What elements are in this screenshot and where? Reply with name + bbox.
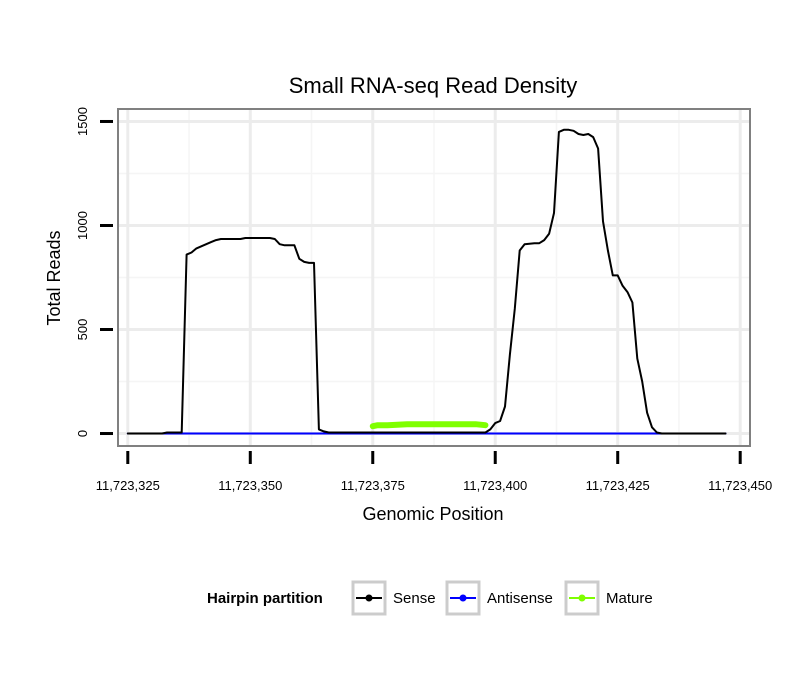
y-tick-label: 1000 (75, 211, 90, 240)
legend-label: Mature (606, 590, 653, 607)
series-layer (126, 128, 727, 435)
y-axis-title: Total Reads (44, 230, 64, 325)
x-tick-label: 11,723,325 (96, 478, 160, 493)
legend-key-dot (578, 594, 586, 602)
plot-border (117, 108, 751, 447)
axes: 11,723,325 11,723,350 11,723,375 11,723,400… (75, 107, 772, 493)
legend-label: Antisense (487, 590, 553, 607)
y-tick-label: 1500 (75, 107, 90, 136)
legend-item-mature: Mature (564, 580, 653, 616)
legend-title: Hairpin partition (207, 590, 323, 607)
y-tick-label: 0 (75, 430, 90, 437)
legend-key-dot (459, 594, 467, 602)
legend: Hairpin partition Sense Antisense Mature (207, 580, 653, 616)
legend-item-sense: Sense (351, 580, 436, 616)
x-tick-label: 11,723,375 (341, 478, 405, 493)
x-tick-label: 11,723,425 (586, 478, 650, 493)
x-tick-label: 11,723,400 (463, 478, 527, 493)
chart-title: Small RNA-seq Read Density (289, 73, 578, 98)
series-line-sense (126, 128, 727, 435)
legend-item-antisense: Antisense (445, 580, 553, 616)
x-axis-title: Genomic Position (362, 504, 503, 524)
legend-label: Sense (393, 590, 436, 607)
series-line-mature (369, 421, 489, 430)
x-tick-label: 11,723,450 (708, 478, 772, 493)
y-tick-label: 500 (75, 319, 90, 341)
x-tick-label: 11,723,350 (218, 478, 282, 493)
legend-key-dot (365, 594, 373, 602)
